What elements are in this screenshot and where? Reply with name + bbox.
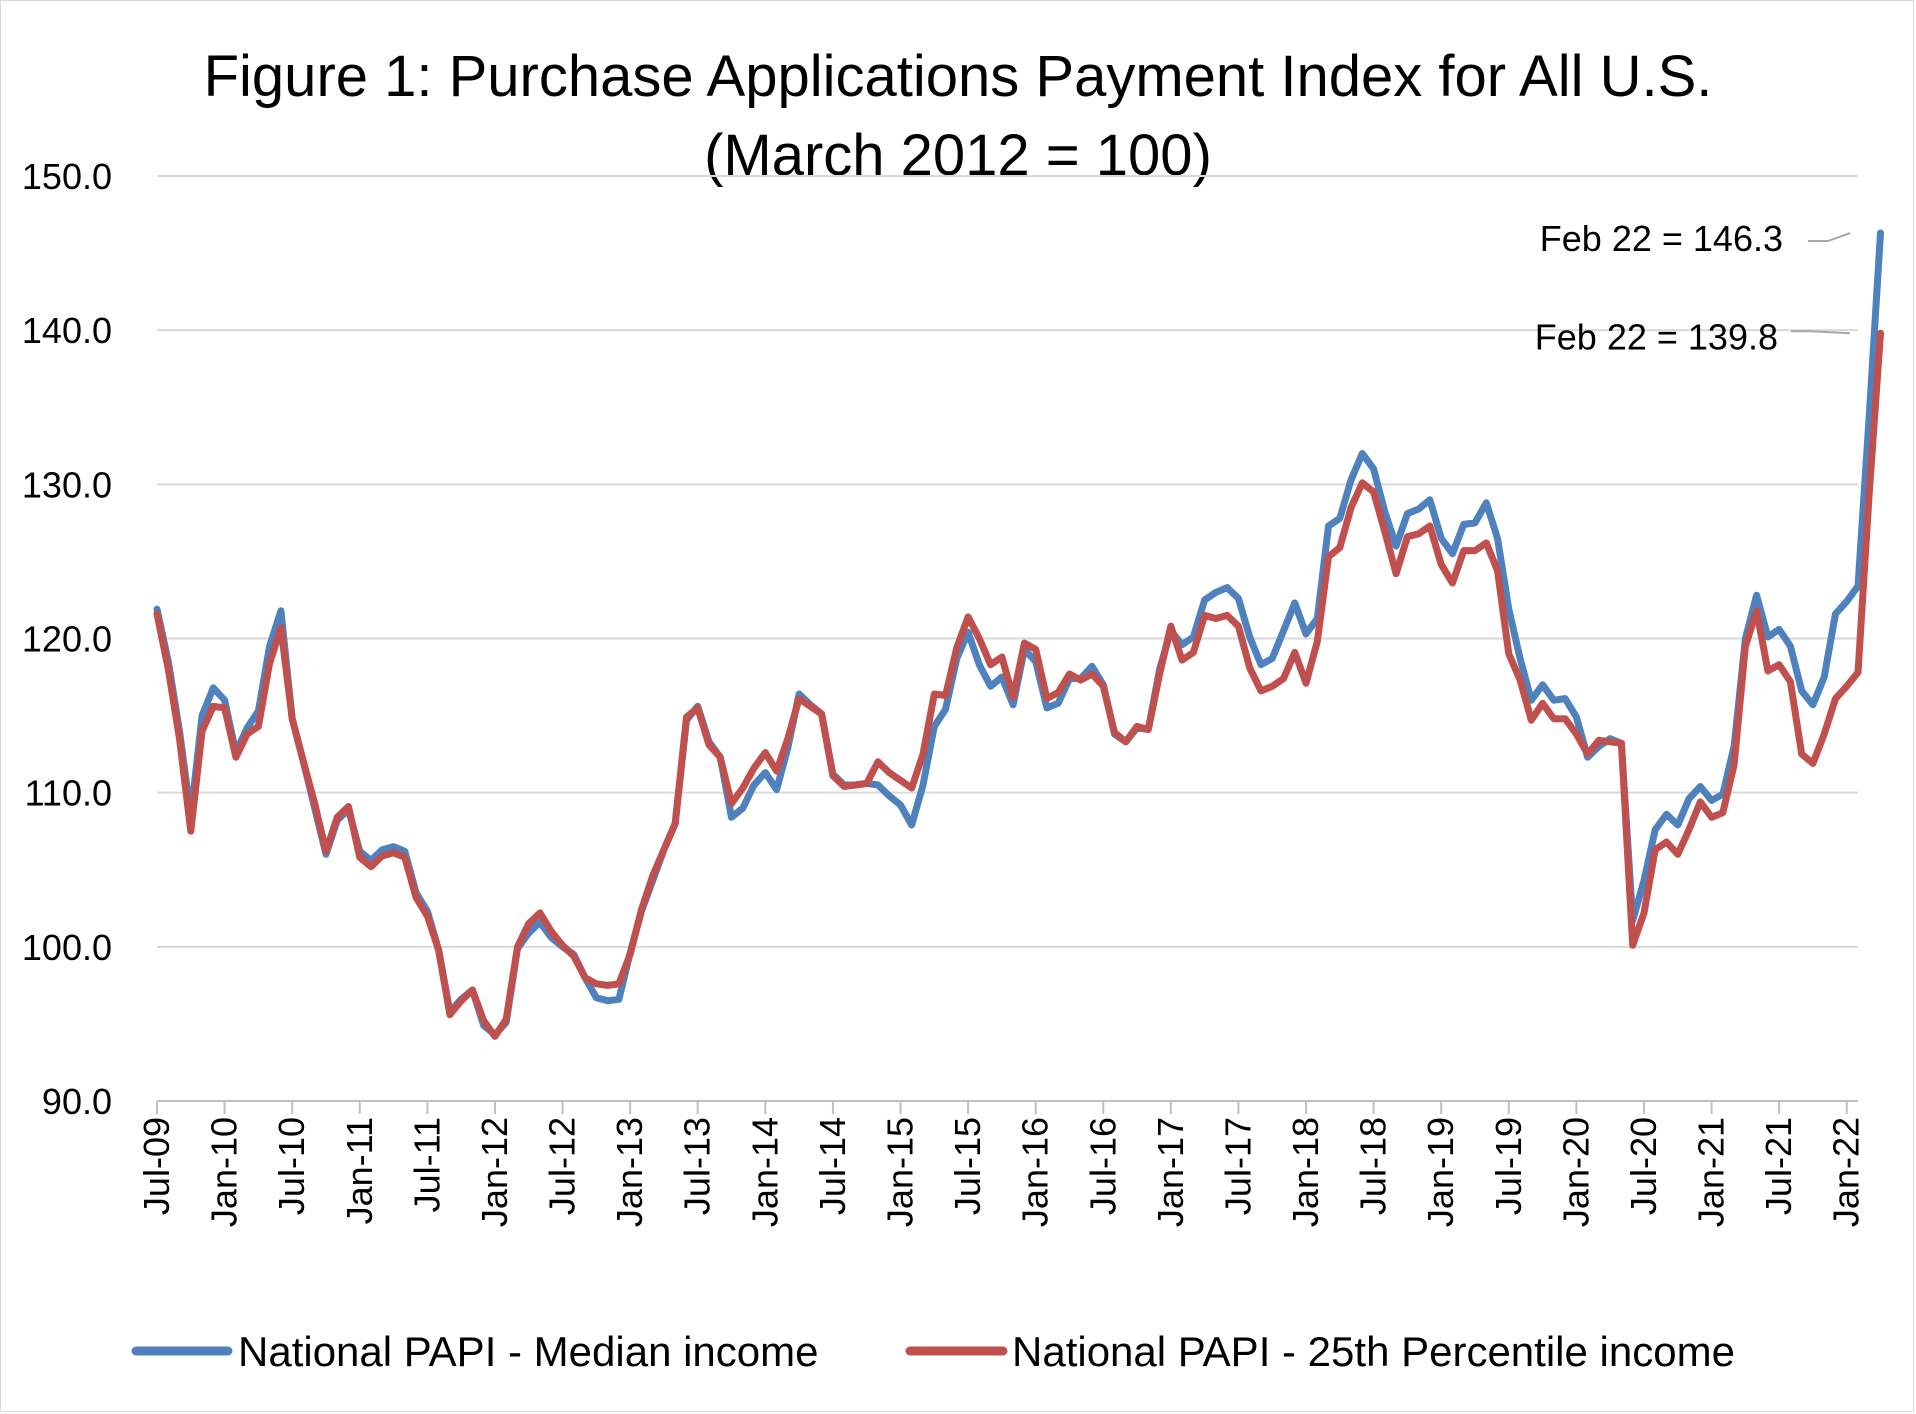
y-tick-label: 90.0 [42, 1081, 112, 1122]
x-tick-label: Jul-16 [1082, 1117, 1123, 1215]
x-tick-label: Jan-20 [1555, 1117, 1596, 1227]
x-tick-label: Jul-13 [677, 1117, 718, 1215]
y-tick-label: 120.0 [22, 619, 112, 660]
legend-label: National PAPI - 25th Percentile income [1012, 1328, 1735, 1375]
y-tick-label: 110.0 [25, 773, 112, 814]
annotations: Feb 22 = 146.3 Feb 22 = 139.8 [1535, 218, 1851, 357]
x-tick-label: Jul-11 [406, 1117, 447, 1212]
legend: National PAPI - Median income National PA… [131, 1328, 1735, 1375]
x-axis: Jul-09 Jan-10 Jul-10 Jan-11 Jul-11 Jan-12 Jul-… [136, 1100, 1867, 1227]
x-tick-label: Jan-18 [1285, 1117, 1326, 1227]
x-tick-label: Jul-09 [136, 1117, 177, 1215]
chart-title-line-2: (March 2012 = 100) [704, 123, 1212, 188]
x-tick-label: Jan-14 [744, 1117, 785, 1227]
x-tick-label: Jan-21 [1691, 1117, 1732, 1227]
x-tick-label: Jul-12 [542, 1117, 583, 1215]
y-tick-label: 150.0 [22, 156, 112, 197]
x-tick-label: Jul-14 [812, 1117, 853, 1215]
annotation-leader-line [1791, 330, 1851, 335]
y-tick-label: 100.0 [22, 927, 112, 968]
x-tick-label: Jul-21 [1758, 1117, 1799, 1215]
x-tick-label: Jul-10 [271, 1117, 312, 1215]
y-tick-label: 140.0 [22, 310, 112, 351]
gridlines [157, 175, 1858, 948]
x-tick-label: Jul-19 [1488, 1117, 1529, 1215]
y-tick-label: 130.0 [22, 464, 112, 505]
x-tick-label: Jan-10 [204, 1117, 245, 1227]
x-tick-label: Jul-17 [1217, 1117, 1258, 1215]
x-tick-label: Jan-11 [339, 1117, 380, 1224]
series-lines [153, 229, 1884, 1040]
x-tick-label: Jul-15 [947, 1117, 988, 1215]
x-tick-label: Jan-12 [474, 1117, 515, 1227]
y-axis-tick-labels: 90.0 100.0 110.0 120.0 130.0 140.0 150.0 [22, 156, 112, 1122]
series-line-25th-percentile-income [153, 329, 1884, 1040]
x-tick-label: Jan-16 [1015, 1117, 1056, 1227]
chart-title-line-1: Figure 1: Purchase Applications Payment … [204, 44, 1713, 109]
annotation-label: Feb 22 = 146.3 [1540, 218, 1783, 259]
x-tick-label: Jan-19 [1420, 1117, 1461, 1227]
x-tick-label: Jan-15 [879, 1117, 920, 1227]
x-tick-label: Jul-18 [1353, 1117, 1394, 1215]
x-tick-label: Jan-22 [1826, 1117, 1867, 1227]
annotation-label: Feb 22 = 139.8 [1535, 316, 1778, 357]
x-tick-label: Jan-13 [609, 1117, 650, 1227]
x-tick-label: Jul-20 [1623, 1117, 1664, 1215]
annotation-leader-line [1808, 232, 1851, 243]
legend-label: National PAPI - Median income [238, 1328, 819, 1375]
x-tick-label: Jan-17 [1150, 1117, 1191, 1227]
